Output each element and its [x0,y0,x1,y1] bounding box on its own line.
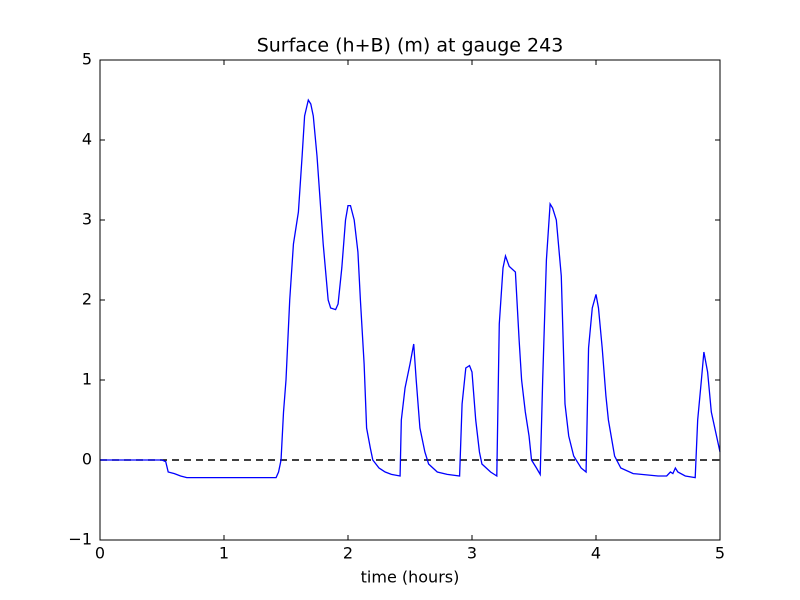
x-axis-label: time (hours) [361,568,460,587]
x-tick-label: 1 [219,544,229,563]
data-line [100,98,721,479]
x-tick-label: 4 [591,544,601,563]
y-tick-label: 0 [82,450,92,469]
x-tick-label: 2 [343,544,353,563]
y-tick-label: 2 [82,290,92,309]
axes-frame [99,59,721,541]
y-tick-label: 1 [82,370,92,389]
x-tick-label: 0 [95,544,105,563]
y-tick-label: 5 [82,50,92,69]
y-tick-label: 3 [82,210,92,229]
y-tick-label: −1 [68,530,92,549]
chart-title: Surface (h+B) (m) at gauge 243 [257,35,564,57]
x-tick-label: 3 [467,544,477,563]
y-tick-label: 4 [82,130,92,149]
x-tick-label: 5 [715,544,725,563]
